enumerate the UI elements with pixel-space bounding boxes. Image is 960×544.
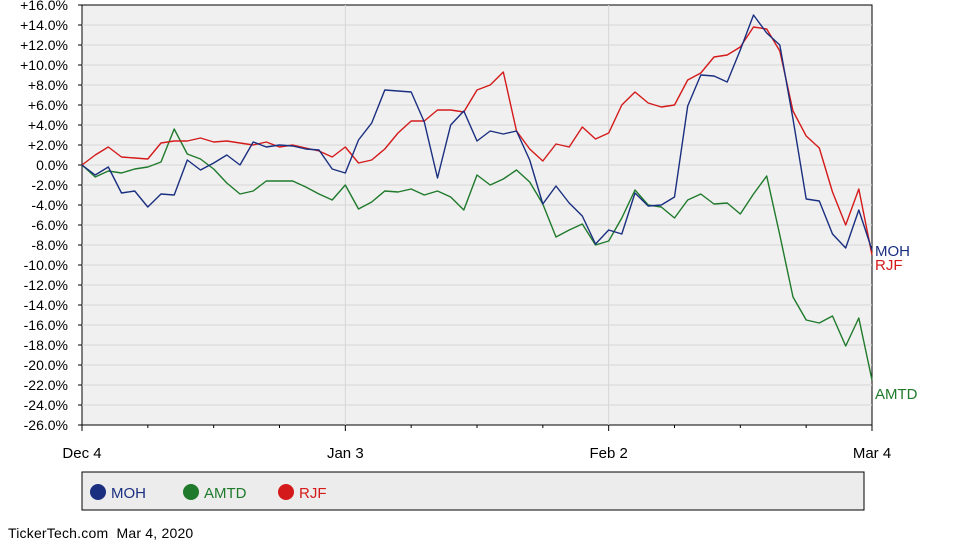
footer: TickerTech.com Mar 4, 2020	[8, 525, 193, 541]
x-axis-tick-labels: Dec 4 Jan 3 Feb 2 Mar 4	[62, 445, 891, 462]
series-end-labels: MOH AMTD RJF	[875, 243, 918, 403]
y-tick-label: +12.0%	[20, 37, 68, 53]
y-tick-label: -20.0%	[24, 357, 68, 373]
end-label-rjf: RJF	[875, 257, 903, 274]
legend-label-amtd: AMTD	[204, 485, 247, 502]
y-tick-label: -18.0%	[24, 337, 68, 353]
legend-marker-rjf	[278, 484, 294, 500]
legend: MOH AMTD RJF	[90, 484, 327, 502]
y-tick-label: -14.0%	[24, 297, 68, 313]
x-tick-label: Jan 3	[327, 445, 364, 462]
x-tick-label: Feb 2	[589, 445, 627, 462]
y-tick-label: +16.0%	[20, 0, 68, 13]
series-line-amtd	[81, 128, 873, 381]
y-tick-label: +8.0%	[28, 77, 68, 93]
y-tick-label: -24.0%	[24, 397, 68, 413]
y-tick-label: +6.0%	[28, 97, 68, 113]
y-tick-label: -22.0%	[24, 377, 68, 393]
series-line-moh	[81, 14, 873, 251]
footer-source: TickerTech.com	[8, 525, 109, 541]
y-tick-label: 0.0%	[36, 157, 68, 173]
end-label-amtd: AMTD	[875, 386, 918, 403]
vertical-gridlines	[81, 5, 873, 431]
y-tick-label: +10.0%	[20, 57, 68, 73]
y-tick-label: +14.0%	[20, 17, 68, 33]
x-tick-label: Dec 4	[62, 445, 101, 462]
y-tick-label: -26.0%	[24, 417, 68, 433]
y-tick-label: -8.0%	[31, 237, 68, 253]
y-axis-tick-labels: +16.0% +14.0% +12.0% +10.0% +8.0% +6.0% +4.0% +…	[20, 0, 68, 433]
x-tick-label: Mar 4	[853, 445, 891, 462]
footer-date: Mar 4, 2020	[116, 525, 194, 541]
horizontal-gridlines	[78, 4, 872, 426]
y-tick-label: -12.0%	[24, 277, 68, 293]
y-tick-label: -2.0%	[31, 177, 68, 193]
y-tick-label: -4.0%	[31, 197, 68, 213]
series-lines	[81, 14, 873, 381]
legend-box	[81, 471, 865, 511]
legend-label-moh: MOH	[111, 485, 146, 502]
y-tick-label: +2.0%	[28, 137, 68, 153]
legend-label-rjf: RJF	[299, 485, 327, 502]
y-tick-label: -16.0%	[24, 317, 68, 333]
y-tick-label: +4.0%	[28, 117, 68, 133]
y-tick-label: -6.0%	[31, 217, 68, 233]
legend-marker-moh	[90, 484, 106, 500]
legend-marker-amtd	[183, 484, 199, 500]
end-label-moh: MOH	[875, 243, 910, 260]
series-line-rjf	[81, 26, 873, 256]
y-tick-label: -10.0%	[24, 257, 68, 273]
plot-area	[81, 4, 873, 426]
